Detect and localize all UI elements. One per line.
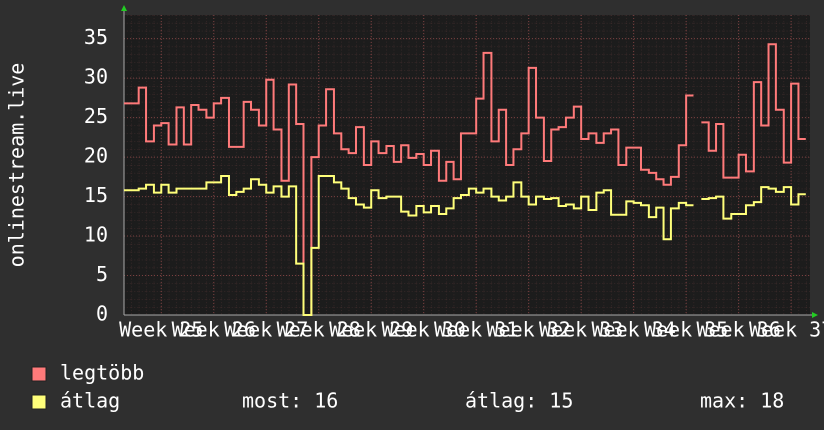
x-tick-label: Week 29 [329,318,413,342]
y-tick-label: 20 [84,144,108,168]
y-axis-label: onlinestream.live [5,63,29,268]
y-tick-label: 10 [84,223,108,247]
x-tick-label: Week 35 [644,318,728,342]
minor-grid [124,15,810,315]
y-tick-label: 5 [96,262,108,286]
x-tick-label: Week 37 [749,318,824,342]
x-tick-label: Week 27 [224,318,308,342]
legend-label: legtöbb [60,361,144,385]
legend-swatch [31,394,47,410]
x-tick-label: Week 26 [172,318,256,342]
series-line [124,43,806,316]
x-tick-label: Week 33 [539,318,623,342]
x-tick-label: Week 34 [591,318,675,342]
x-tick-label: Week 31 [434,318,518,342]
x-axis-arrow [812,312,818,318]
y-tick-label: 35 [84,25,108,49]
legend-stat: átlag: 15 [465,389,573,413]
y-axis-arrow [121,5,127,11]
y-tick-label: 30 [84,65,108,89]
y-tick-label: 25 [84,104,108,128]
x-tick-label: Week 36 [696,318,780,342]
x-tick-label: Week 28 [277,318,361,342]
x-tick-label: Week 32 [487,318,571,342]
legend-stat: most: 16 [242,389,338,413]
y-tick-label: 0 [96,302,108,326]
series-line [124,175,806,316]
legend-swatch [31,366,47,382]
legend-label: átlag [60,389,120,413]
legend-stat: max: 18 [700,389,784,413]
x-tick-label: Week 30 [382,318,466,342]
y-tick-label: 15 [84,183,108,207]
x-tick-label: Week 25 [119,318,203,342]
